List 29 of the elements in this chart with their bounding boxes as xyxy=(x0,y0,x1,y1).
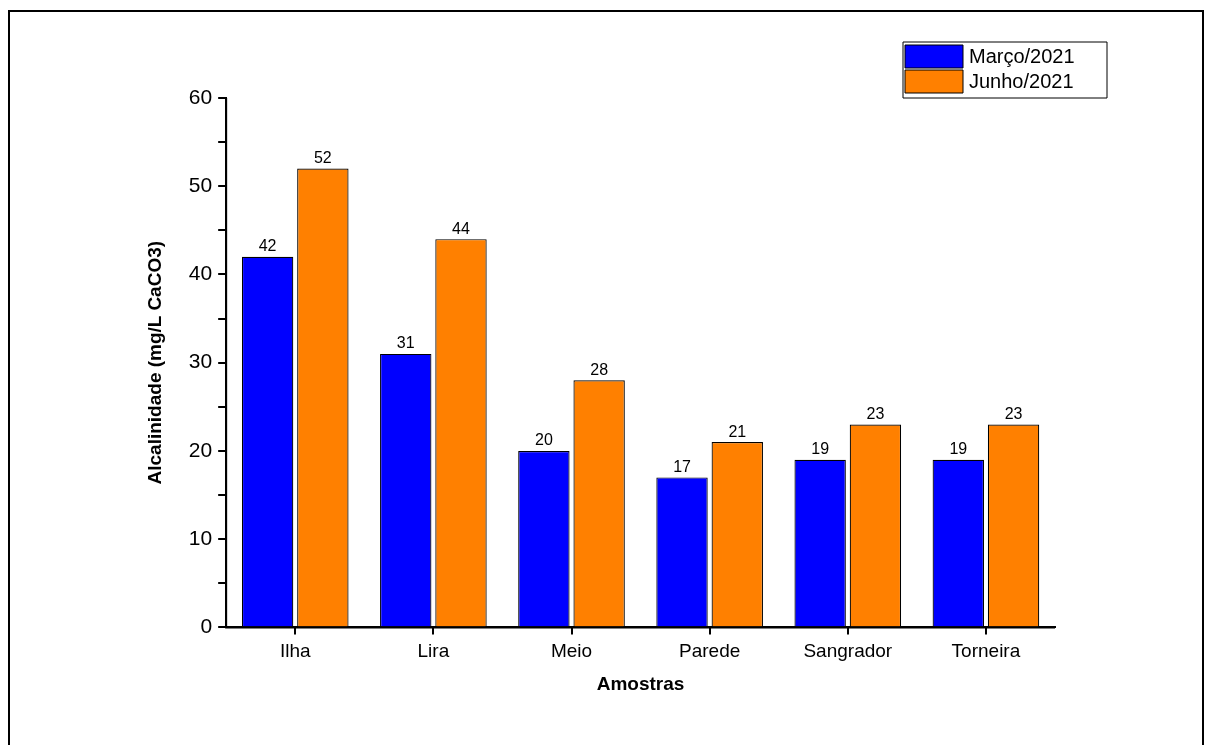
data-label: 28 xyxy=(590,360,609,378)
x-tick-label: Meio xyxy=(550,640,593,662)
y-tick-label: 20 xyxy=(188,437,213,461)
x-tick-label: Parede xyxy=(679,640,741,662)
x-tick-label: Sangrador xyxy=(803,640,893,662)
y-tick-label: 10 xyxy=(188,525,213,549)
data-label: 23 xyxy=(866,404,885,422)
data-label: 23 xyxy=(1004,404,1023,422)
legend-label: Junho/2021 xyxy=(969,70,1074,93)
data-label: 42 xyxy=(258,237,277,255)
data-label: 19 xyxy=(811,440,830,458)
x-axis-title: Amostras xyxy=(596,672,685,694)
data-label: 31 xyxy=(396,334,415,352)
x-tick-label: Torneira xyxy=(951,640,1021,662)
data-label: 21 xyxy=(728,422,747,440)
data-label: 44 xyxy=(452,219,470,237)
y-tick-label: 30 xyxy=(188,349,213,373)
legend-label: Março/2021 xyxy=(969,45,1075,68)
y-tick-label: 40 xyxy=(188,261,213,285)
data-label: 52 xyxy=(313,148,332,166)
x-tick-label: Lira xyxy=(417,640,450,662)
y-axis-title: Alcalinidade (mg/L CaCO3) xyxy=(143,240,165,485)
data-label: 17 xyxy=(673,457,692,475)
data-label: 19 xyxy=(949,440,968,458)
y-tick-label: 50 xyxy=(188,173,213,197)
y-tick-label: 0 xyxy=(200,614,213,638)
data-label: 20 xyxy=(534,431,553,449)
x-tick-label: Ilha xyxy=(279,640,311,662)
y-tick-label: 60 xyxy=(188,84,213,108)
